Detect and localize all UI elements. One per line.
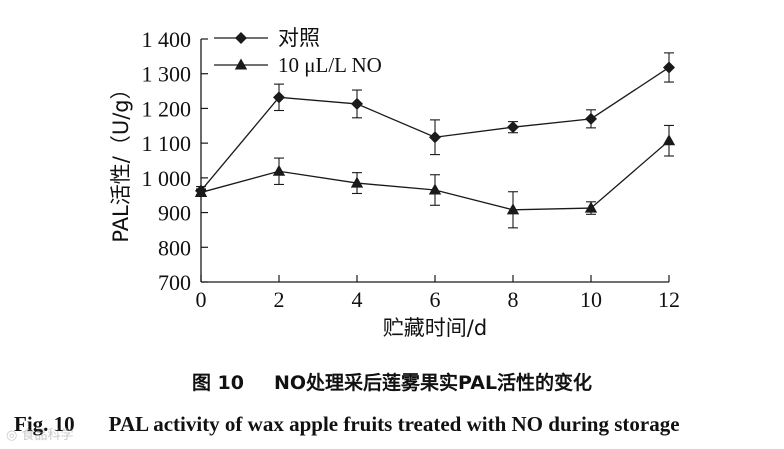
data-point <box>194 185 208 197</box>
data-point <box>429 131 441 144</box>
y-tick-label: 1 000 <box>142 166 192 191</box>
y-axis-label: PAL活性/（U/g） <box>109 78 133 242</box>
data-point <box>506 203 520 215</box>
legend-marker <box>234 58 248 70</box>
series-control <box>195 52 675 197</box>
y-tick-label: 1 200 <box>142 96 192 121</box>
figure-title-en: PAL activity of wax apple fruits treated… <box>108 412 680 436</box>
x-tick-label: 8 <box>508 287 519 312</box>
x-tick-label: 0 <box>196 287 207 312</box>
data-point <box>351 97 363 110</box>
data-point <box>507 121 519 134</box>
pal-activity-chart: 700 800 900 1 000 1 100 1 200 1 300 1 400 0 2 4 6 8 1… <box>109 26 680 340</box>
figure-number-cn: 图 10 <box>191 372 244 394</box>
legend-label: 对照 <box>278 26 320 50</box>
data-point <box>584 201 598 213</box>
y-tick-label: 900 <box>158 201 191 226</box>
figure-caption-cn: 图 10 NO处理采后莲雾果实PAL活性的变化 <box>0 368 784 395</box>
data-point <box>428 183 442 195</box>
y-tick-label: 1 400 <box>142 27 192 52</box>
chart-axes: 700 800 900 1 000 1 100 1 200 1 300 1 400 0 2 4 6 8 1… <box>109 27 680 340</box>
x-tick-label: 2 <box>274 287 285 312</box>
data-point <box>273 91 285 104</box>
y-tick-label: 700 <box>158 270 191 295</box>
figure-title-cn: NO处理采后莲雾果实PAL活性的变化 <box>274 372 593 394</box>
figure-caption-en: Fig. 10 PAL activity of wax apple fruits … <box>14 412 680 437</box>
y-tick-label: 1 100 <box>142 131 192 156</box>
x-tick-label: 12 <box>658 287 680 312</box>
x-axis-label: 贮藏时间/d <box>383 316 487 340</box>
data-point <box>350 176 364 188</box>
y-tick-label: 800 <box>158 235 191 260</box>
legend-label: 10 μL/L NO <box>278 53 382 77</box>
chart-legend: 对照 10 μL/L NO <box>214 26 382 77</box>
x-tick-label: 6 <box>430 287 441 312</box>
data-point <box>585 112 597 125</box>
chart-series-layer <box>194 52 676 229</box>
legend-item: 对照 <box>214 26 320 50</box>
x-tick-label: 4 <box>352 287 363 312</box>
x-tick-label: 10 <box>580 287 602 312</box>
data-point <box>662 134 676 146</box>
figure-number-en: Fig. 10 <box>14 412 75 436</box>
data-point <box>663 61 675 74</box>
legend-item: 10 μL/L NO <box>214 53 382 77</box>
y-tick-label: 1 300 <box>142 62 192 87</box>
series-no-treatment <box>194 124 676 229</box>
legend-marker <box>235 32 247 44</box>
watermark-logo: ◎ 食品科学 <box>6 428 74 443</box>
data-point <box>272 164 286 176</box>
